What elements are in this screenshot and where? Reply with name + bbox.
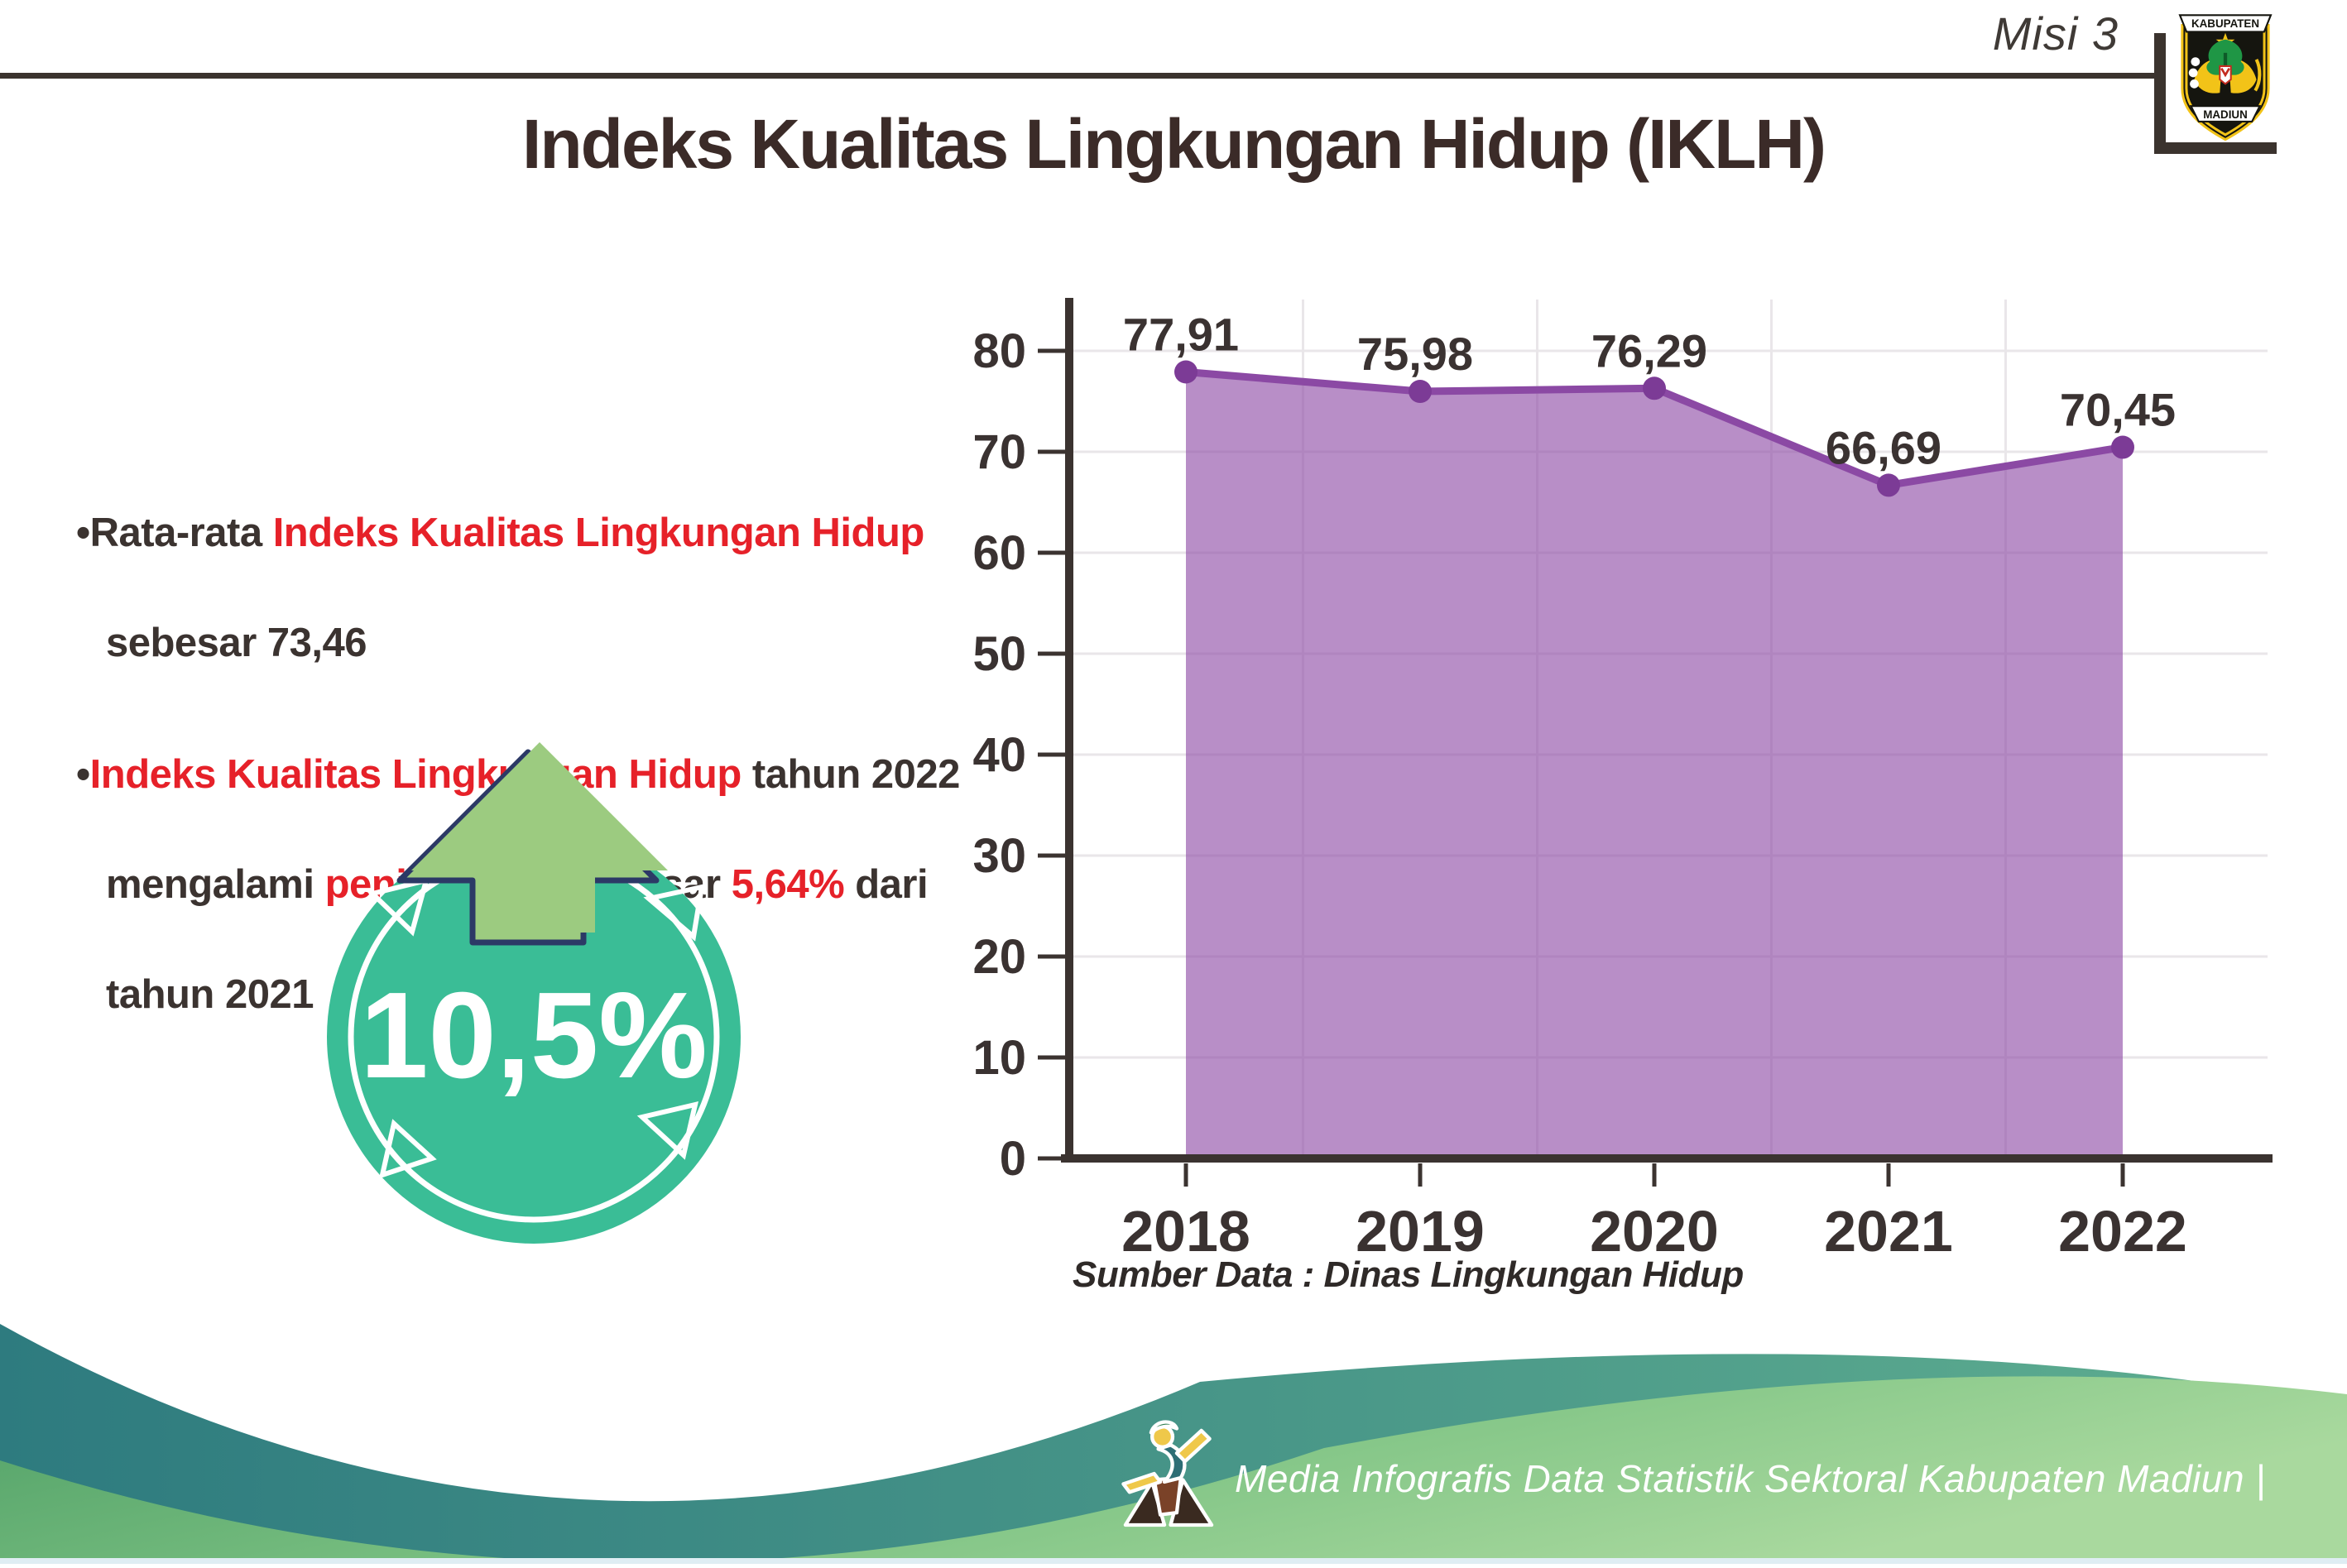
- text-segment: 5,64%: [731, 862, 845, 907]
- text-segment: tahun 2022: [741, 752, 961, 797]
- mission-badge: Misi 3: [1992, 7, 2119, 60]
- green-wave: [0, 1376, 2347, 1564]
- triangle-accent-icon: [636, 1100, 699, 1160]
- bullet-item-2: •Indeks Kualitas Lingkungan Hidup tahun …: [76, 720, 1119, 1050]
- data-label: 66,69: [1826, 421, 1941, 473]
- bullet-line: •Indeks Kualitas Lingkungan Hidup tahun …: [76, 720, 1119, 830]
- x-axis: [1061, 1154, 2273, 1163]
- bullet-line: sebesar 73,46: [76, 588, 1119, 698]
- text-segment: tahun 2021: [106, 972, 314, 1017]
- y-tick: [1038, 853, 1069, 858]
- y-tick: [1038, 348, 1069, 353]
- x-tick: [2120, 1163, 2125, 1187]
- x-tick: [1652, 1163, 1657, 1187]
- y-tick: [1038, 651, 1069, 656]
- bullet-item-1: •Rata-rata Indeks Kualitas Lingkungan Hi…: [76, 478, 1119, 698]
- y-tick: [1038, 449, 1069, 454]
- y-tick: [1038, 1055, 1069, 1060]
- bullet-line: •Rata-rata Indeks Kualitas Lingkungan Hi…: [76, 478, 1119, 588]
- triangle-accent-icon: [643, 884, 705, 942]
- text-segment: Rata-rata: [89, 511, 273, 555]
- y-tick: [1038, 1156, 1069, 1161]
- text-segment: •: [76, 511, 90, 555]
- text-segment: •: [76, 752, 90, 797]
- y-tick-label: 10: [972, 1031, 1026, 1085]
- text-segment: Indeks Kualitas Lingkungan Hidup: [89, 752, 742, 797]
- logo-shield-icon: KABUPATEN MADIUN: [2178, 14, 2273, 141]
- x-tick: [1418, 1163, 1423, 1187]
- y-tick: [1038, 550, 1069, 555]
- data-point: [1174, 360, 1197, 384]
- area-fill: [1186, 372, 2123, 1158]
- footer-credit: Media Infografis Data Statistik Sektoral…: [1235, 1457, 2266, 1500]
- y-tick-label: 70: [972, 425, 1026, 479]
- data-label: 76,29: [1591, 324, 1707, 376]
- data-label: 75,98: [1357, 328, 1473, 380]
- logo-bracket-horizontal: [2154, 142, 2277, 154]
- triangle-accent-icon: [378, 1119, 437, 1179]
- data-label: 70,45: [2060, 384, 2176, 436]
- x-tick-label: 2019: [1356, 1199, 1485, 1264]
- summary-bullets: •Rata-rata Indeks Kualitas Lingkungan Hi…: [76, 478, 1119, 1072]
- increase-badge: 10,5%: [314, 728, 753, 1357]
- text-segment: mengalami: [106, 862, 325, 907]
- y-tick-label: 20: [972, 930, 1026, 984]
- y-axis: [1065, 298, 1073, 1163]
- bullet-line: tahun 2021: [76, 940, 1119, 1050]
- source-note: Sumber Data : Dinas Lingkungan Hidup: [1073, 1254, 1744, 1295]
- logo-bottom-text: MADIUN: [2203, 108, 2248, 121]
- x-tick-label: 2018: [1121, 1199, 1250, 1264]
- y-tick-label: 50: [972, 627, 1026, 681]
- y-tick-label: 0: [1000, 1132, 1026, 1186]
- badge-value: 10,5%: [360, 967, 708, 1104]
- y-tick-label: 30: [972, 829, 1026, 883]
- x-tick-label: 2022: [2058, 1199, 2187, 1264]
- header-divider: [0, 73, 2157, 79]
- dancer-mascot-icon: [1117, 1418, 1220, 1529]
- x-tick-label: 2021: [1824, 1199, 1953, 1264]
- x-tick: [1183, 1163, 1188, 1187]
- logo-bracket-vertical: [2154, 33, 2166, 154]
- footer-waves: [0, 1316, 2347, 1564]
- data-label: 77,91: [1123, 308, 1239, 360]
- text-segment: Indeks Kualitas Lingkungan Hidup: [272, 511, 925, 555]
- logo-top-text: KABUPATEN: [2191, 17, 2259, 30]
- badge-circle: [327, 830, 741, 1244]
- page-title: Indeks Kualitas Lingkungan Hidup (IKLH): [521, 105, 1826, 183]
- y-tick-label: 60: [972, 526, 1026, 580]
- y-tick-label: 80: [972, 324, 1026, 378]
- bottom-edge-strip: [0, 1558, 2347, 1564]
- text-segment: dari: [844, 862, 929, 907]
- x-tick: [1886, 1163, 1891, 1187]
- data-point: [1409, 380, 1432, 404]
- data-point: [2111, 435, 2134, 459]
- data-point: [1877, 473, 1900, 497]
- y-tick: [1038, 752, 1069, 757]
- text-segment: sebesar 73,46: [106, 621, 367, 665]
- triangle-accent-icon: [367, 876, 430, 937]
- x-tick-label: 2020: [1590, 1199, 1719, 1264]
- y-tick: [1038, 954, 1069, 959]
- iklh-area-chart: 0 10 20 30 40 50 60 70 80 77,91 2018 75,98 2019 76,29…: [943, 281, 2301, 1291]
- data-point: [1643, 376, 1666, 400]
- kabupaten-madiun-logo-icon: KABUPATEN MADIUN: [2170, 8, 2281, 144]
- up-arrow-icon: [396, 742, 668, 946]
- y-gridline: [1073, 349, 2268, 352]
- y-tick-label: 40: [972, 728, 1026, 782]
